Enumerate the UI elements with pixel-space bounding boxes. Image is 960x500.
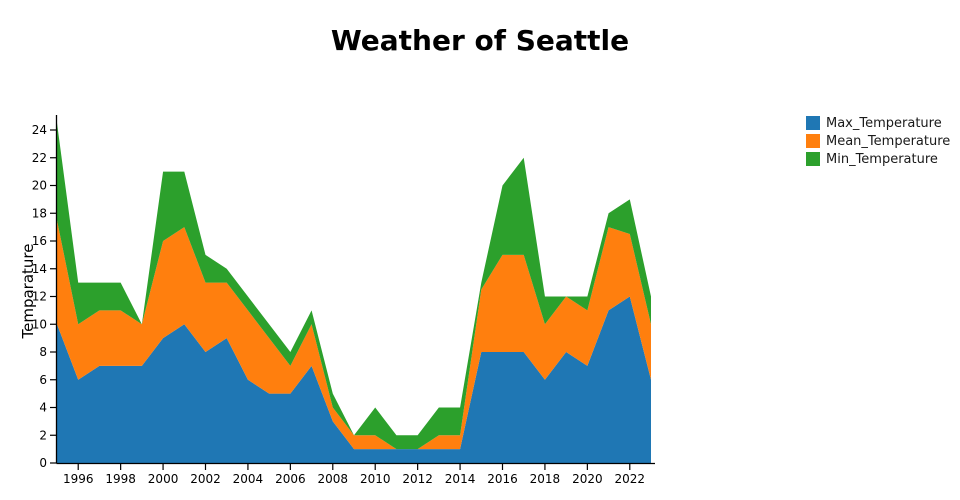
y-tick-label: 16: [32, 234, 47, 248]
x-tick-label: 1996: [63, 472, 94, 486]
x-tick-label: 2018: [530, 472, 561, 486]
y-tick-label: 12: [32, 290, 47, 304]
y-tick-label: 14: [32, 262, 47, 276]
x-tick-label: 2014: [445, 472, 476, 486]
y-tick-label: 18: [32, 206, 47, 220]
x-tick-label: 2000: [148, 472, 179, 486]
x-tick-label: 2022: [615, 472, 646, 486]
chart-title: Weather of Seattle: [330, 24, 630, 57]
legend: Max_Temperature Mean_Temperature Min_Tem…: [806, 114, 950, 168]
area-mean_temperature: [57, 220, 651, 450]
x-tick-label: 2002: [190, 472, 221, 486]
y-tick-label: 8: [39, 345, 47, 359]
y-tick-label: 2: [39, 428, 47, 442]
legend-swatch-min: [806, 152, 820, 166]
x-tick-label: 1998: [105, 472, 136, 486]
x-tick-label: 2006: [275, 472, 306, 486]
legend-label-mean: Mean_Temperature: [826, 133, 951, 149]
y-tick-label: 6: [39, 373, 47, 387]
legend-label-max: Max_Temperature: [826, 115, 942, 131]
y-tick-label: 4: [39, 401, 47, 415]
legend-item-min: Min_Temperature: [806, 150, 950, 168]
area-min_temperature: [57, 123, 651, 450]
y-tick-label: 22: [32, 151, 47, 165]
x-tick-label: 2016: [487, 472, 518, 486]
area-max_temperature: [57, 296, 651, 463]
y-tick-label: 0: [39, 456, 47, 470]
legend-swatch-mean: [806, 134, 820, 148]
legend-label-min: Min_Temperature: [826, 151, 938, 167]
y-tick-label: 10: [32, 317, 47, 331]
legend-swatch-max: [806, 116, 820, 130]
y-tick-label: 20: [32, 179, 47, 193]
x-tick-label: 2010: [360, 472, 391, 486]
x-tick-label: 2008: [318, 472, 349, 486]
x-tick-label: 2012: [402, 472, 433, 486]
legend-item-mean: Mean_Temperature: [806, 132, 950, 150]
x-tick-label: 2004: [233, 472, 264, 486]
legend-item-max: Max_Temperature: [806, 114, 950, 132]
y-tick-label: 24: [32, 123, 47, 137]
x-tick-label: 2020: [572, 472, 603, 486]
